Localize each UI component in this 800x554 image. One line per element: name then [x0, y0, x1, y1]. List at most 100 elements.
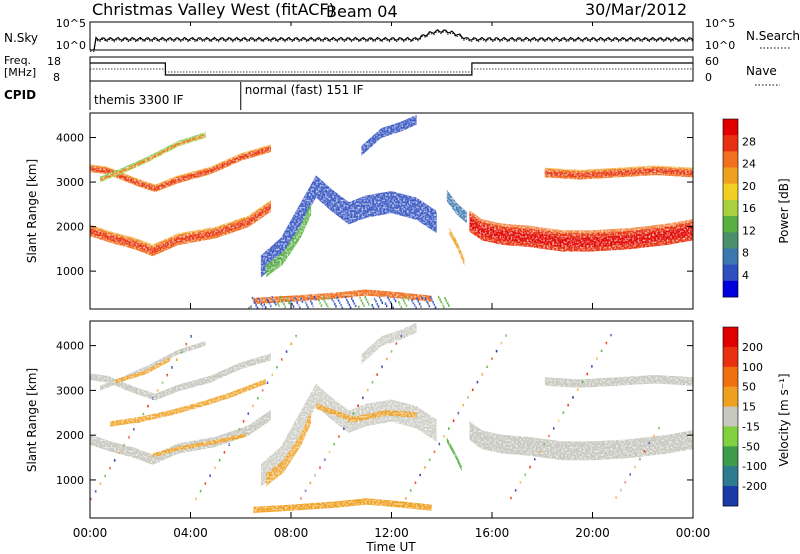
power-speck-138 [276, 302, 279, 305]
velocity-speck-109 [610, 334, 612, 337]
power-speck-27 [406, 295, 409, 299]
power-speck-131 [384, 302, 387, 305]
power-speck-48 [284, 305, 287, 309]
velocity-speck-21 [190, 335, 192, 338]
power-speck-30 [446, 301, 449, 305]
velocity-speck-78 [462, 404, 464, 407]
velocity-speck-100 [567, 403, 569, 407]
power-speck-9 [368, 303, 370, 306]
power-colorbar-swatch-2 [723, 151, 738, 168]
power-speck-105 [440, 300, 443, 304]
power-speck-38 [352, 299, 354, 303]
power-speck-58 [417, 300, 420, 303]
velocity-speck-99 [562, 411, 565, 415]
power-speck-1 [261, 305, 264, 308]
power-speck-109 [292, 305, 295, 308]
power-speck-23 [353, 302, 356, 305]
freq-tick-top: 18 [47, 55, 61, 68]
velocity-speck-77 [457, 411, 460, 415]
velocity-speck-93 [533, 458, 536, 461]
velocity-speck-102 [576, 388, 579, 391]
velocity-speck-46 [309, 481, 312, 485]
velocity-speck-38 [271, 373, 274, 377]
power-speck-139 [290, 300, 292, 303]
power-colorbar-tick-6: 28 [742, 135, 756, 148]
power-speck-107 [266, 297, 268, 300]
velocity-speck-41 [285, 350, 288, 353]
nave-tick-bottom: 0 [705, 71, 712, 84]
power-speck-89 [428, 304, 431, 308]
velocity-band-3 [469, 421, 693, 461]
power-speck-112 [332, 300, 335, 303]
power-speck-98 [347, 301, 349, 304]
power-scatter [90, 114, 693, 309]
velocity-speck-118 [653, 434, 655, 438]
power-speck-13 [421, 296, 423, 299]
power-speck-103 [413, 304, 416, 307]
power-speck-18 [286, 299, 289, 302]
velocity-speck-64 [395, 342, 398, 345]
power-speck-133 [411, 299, 413, 302]
velocity-speck-117 [648, 442, 651, 445]
power-band-rim-2 [100, 132, 206, 178]
velocity-speck-59 [371, 381, 374, 384]
velocity-speck-69 [419, 473, 421, 477]
power-speck-83 [348, 303, 351, 307]
velocity-speck-35 [257, 396, 259, 400]
chart-title: Christmas Valley West (fitACF) [92, 0, 335, 19]
power-colorbar-tick-3: 16 [742, 202, 756, 215]
power-speck-61 [256, 306, 259, 309]
power-speck-7 [341, 306, 344, 309]
power-speck-136 [250, 305, 252, 308]
power-speck-53 [351, 297, 353, 300]
time-axis-label: Time UT [365, 540, 416, 554]
power-speck-70 [376, 302, 379, 306]
nsky-tick-top: 10^5 [56, 17, 86, 30]
velocity-speck-67 [409, 489, 412, 492]
velocity-speck-54 [347, 419, 350, 423]
velocity-colorbar-tick-2: 50 [742, 381, 756, 394]
velocity-speck-85 [495, 349, 498, 353]
power-speck-96 [320, 304, 323, 307]
power-speck-132 [398, 300, 400, 304]
power-speck-62 [269, 304, 272, 308]
velocity-speck-23 [199, 489, 202, 493]
power-colorbar-frame [722, 118, 739, 298]
velocity-colorbar-tick-7: -200 [742, 480, 767, 493]
power-speck-43 [418, 302, 421, 306]
power-speck-50 [311, 302, 313, 305]
power-colorbar-swatch-9 [723, 264, 738, 282]
power-cloud-4 [446, 189, 467, 224]
velocity-speck-24 [204, 482, 207, 485]
power-band-rim-3 [469, 210, 693, 234]
velocity-speck-18 [175, 358, 178, 361]
power-speck-3 [288, 301, 290, 305]
velocity-speck-119 [658, 426, 660, 430]
power-colorbar-swatch-6 [723, 216, 738, 233]
power-colorbar-swatch-5 [723, 199, 738, 217]
velocity-colorbar-swatch-1 [723, 346, 738, 368]
velocity-speck-5 [113, 459, 116, 462]
nsearch-label: N.Search [746, 29, 800, 43]
velocity-speck-72 [433, 450, 436, 454]
power-colorbar: 4 8 12 16 20 24 28 [722, 118, 756, 298]
velocity-speck-2 [99, 482, 102, 485]
power-speck-119 [425, 299, 428, 303]
velocity-speck-107 [600, 349, 603, 353]
power-low-band [253, 289, 432, 305]
velocity-speck-94 [538, 450, 541, 453]
freq-label-line2: [MHz] [4, 66, 36, 79]
power-speck-10 [381, 301, 384, 304]
power-speck-40 [378, 296, 381, 300]
velocity-colorbar-tick-6: -100 [742, 460, 767, 473]
power-colorbar-swatch-7 [723, 232, 738, 249]
power-speck-127 [331, 297, 334, 301]
power-y-tick-label-2: 3000 [56, 176, 84, 189]
velocity-speck-30 [233, 435, 235, 439]
power-colorbar-tick-1: 8 [742, 247, 749, 260]
power-colorbar-tick-5: 24 [742, 158, 756, 171]
date-label: 30/Mar/2012 [585, 0, 687, 19]
velocity-speck-26 [214, 466, 216, 470]
power-speck-52 [337, 299, 340, 302]
